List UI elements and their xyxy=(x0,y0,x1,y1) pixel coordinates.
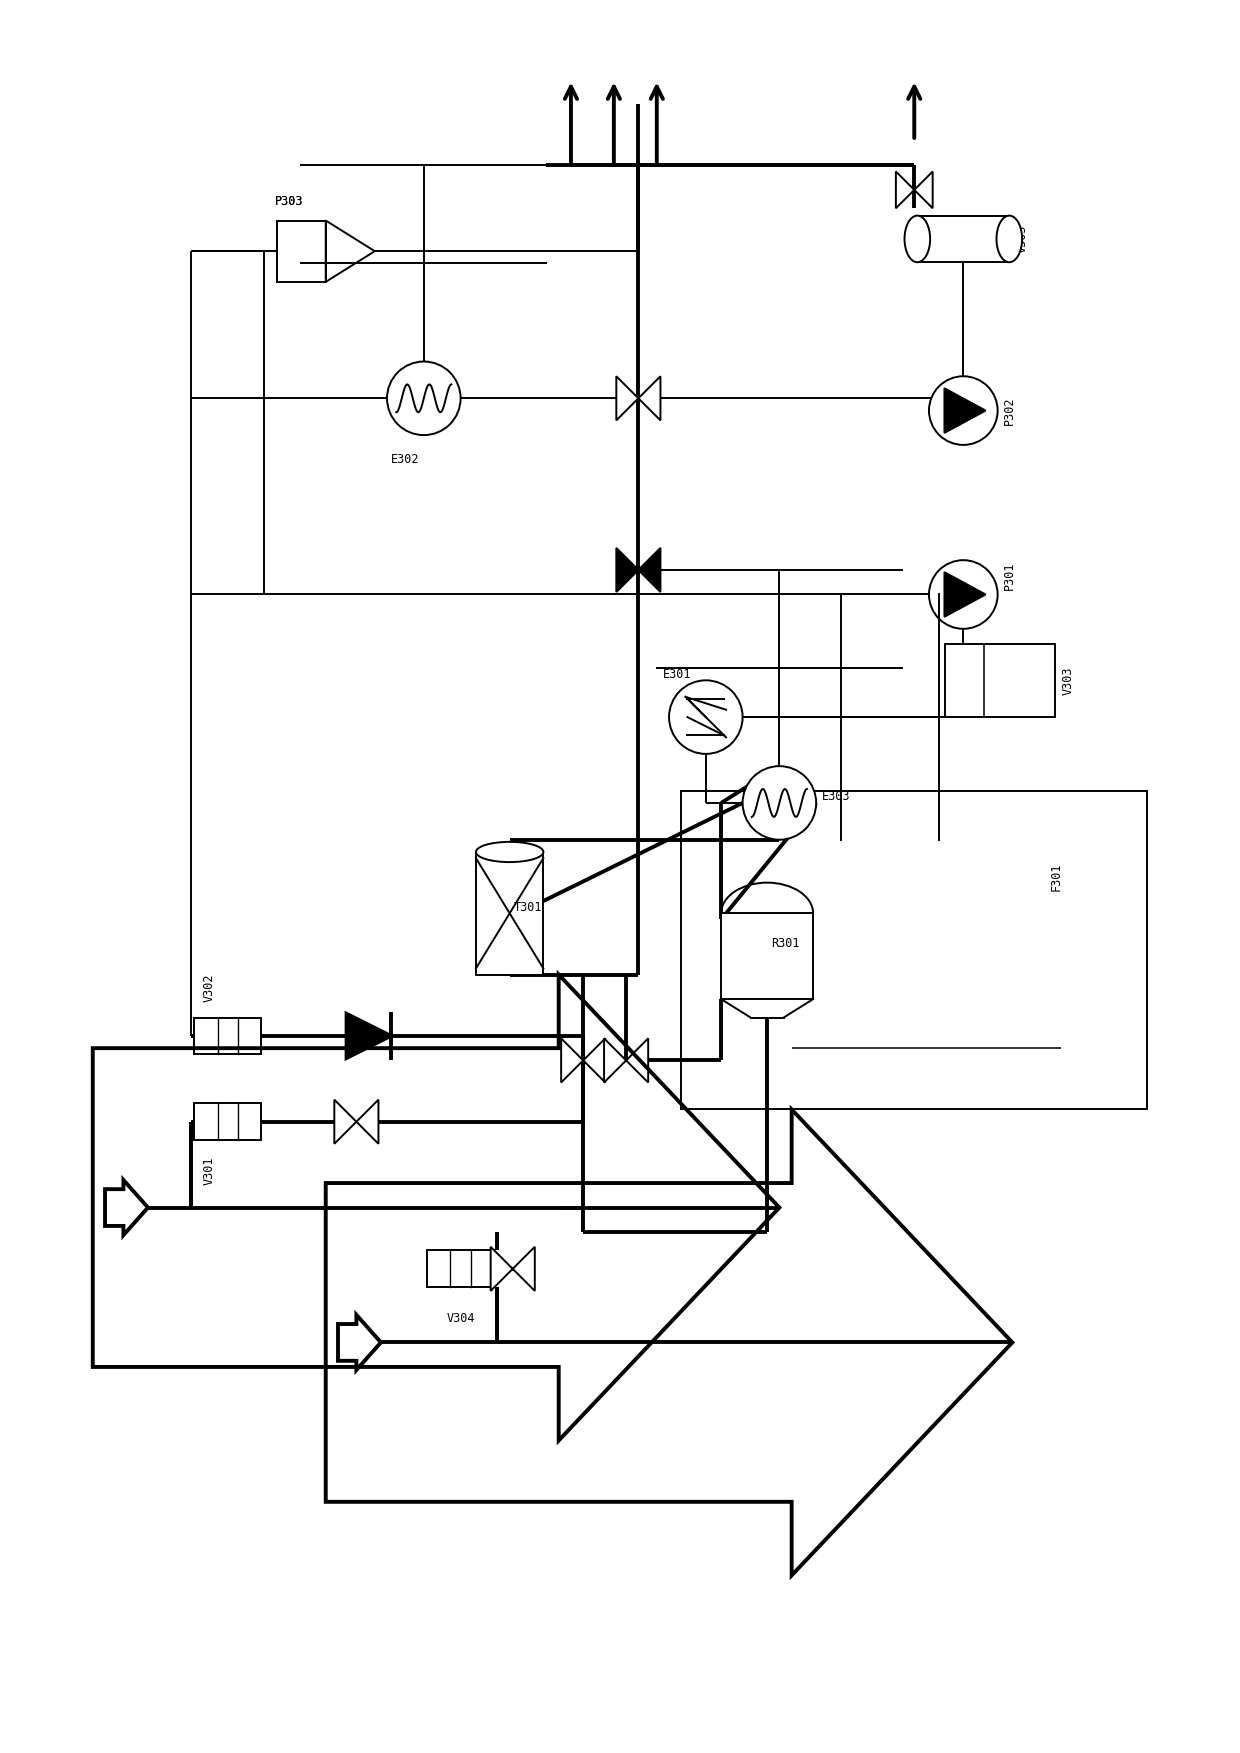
Polygon shape xyxy=(626,1038,649,1083)
Text: P302: P302 xyxy=(1003,396,1016,424)
Polygon shape xyxy=(895,172,914,209)
Text: P303: P303 xyxy=(275,195,304,209)
Ellipse shape xyxy=(904,216,930,263)
Polygon shape xyxy=(616,377,639,421)
Ellipse shape xyxy=(997,216,1022,263)
Bar xyxy=(476,852,543,975)
Polygon shape xyxy=(639,377,661,421)
Bar xyxy=(918,216,1009,263)
Polygon shape xyxy=(914,172,932,209)
Bar xyxy=(681,791,1147,1110)
Polygon shape xyxy=(562,1038,583,1083)
Ellipse shape xyxy=(476,841,543,862)
Text: V302: V302 xyxy=(203,973,216,1001)
Polygon shape xyxy=(945,571,986,617)
Text: F301: F301 xyxy=(1049,862,1063,891)
Text: T301: T301 xyxy=(513,901,542,913)
Circle shape xyxy=(929,377,998,445)
Text: P303: P303 xyxy=(275,195,304,209)
Text: V305: V305 xyxy=(1016,224,1028,252)
Bar xyxy=(427,1250,495,1287)
Polygon shape xyxy=(616,549,639,593)
Circle shape xyxy=(929,561,998,629)
Polygon shape xyxy=(335,1099,356,1143)
Polygon shape xyxy=(512,1246,534,1290)
Text: R301: R301 xyxy=(771,938,800,950)
Polygon shape xyxy=(583,1038,605,1083)
Polygon shape xyxy=(491,1246,512,1290)
Polygon shape xyxy=(945,387,986,433)
Bar xyxy=(193,1103,262,1139)
Polygon shape xyxy=(346,1013,391,1059)
Text: V301: V301 xyxy=(203,1155,216,1185)
Polygon shape xyxy=(639,549,661,593)
Text: E302: E302 xyxy=(391,454,419,466)
Bar xyxy=(277,221,326,282)
Text: E303: E303 xyxy=(822,791,851,803)
Circle shape xyxy=(387,361,460,435)
Circle shape xyxy=(743,766,816,840)
Text: P301: P301 xyxy=(1003,563,1016,591)
Polygon shape xyxy=(356,1099,378,1143)
Text: E301: E301 xyxy=(663,668,692,680)
Bar xyxy=(722,913,813,999)
Circle shape xyxy=(670,680,743,754)
Bar xyxy=(193,1017,262,1054)
Text: V304: V304 xyxy=(446,1311,475,1325)
Polygon shape xyxy=(604,1038,626,1083)
Text: V303: V303 xyxy=(1061,666,1074,694)
Bar xyxy=(945,643,1055,717)
